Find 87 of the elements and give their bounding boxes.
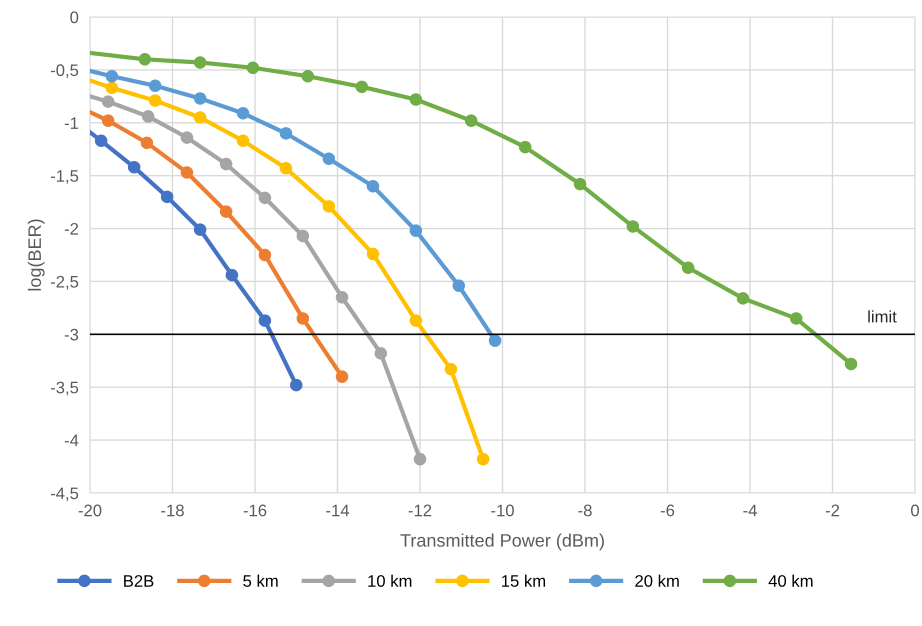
point bbox=[180, 131, 194, 144]
y-tick-label: -2 bbox=[64, 222, 78, 235]
y-tick-label: -3,5 bbox=[50, 382, 78, 396]
point bbox=[258, 192, 272, 204]
point bbox=[302, 70, 314, 82]
y-tick-label: -2,5 bbox=[50, 276, 78, 290]
y-tick-label: -1,5 bbox=[50, 170, 78, 184]
ref-line-label: limit bbox=[868, 310, 897, 323]
x-tick-label: -2 bbox=[826, 504, 840, 516]
point bbox=[236, 107, 250, 120]
point bbox=[682, 261, 694, 274]
y-tick-label: 0 bbox=[70, 11, 78, 24]
point bbox=[226, 268, 238, 282]
point bbox=[106, 82, 118, 94]
point bbox=[322, 200, 336, 213]
x-axis-title: Transmitted Power (dBm) bbox=[400, 534, 604, 550]
x-tick-label: 0 bbox=[911, 504, 919, 516]
point bbox=[258, 248, 272, 262]
point bbox=[518, 140, 532, 154]
point bbox=[488, 334, 502, 347]
x-tick-label: -12 bbox=[408, 504, 432, 516]
x-tick-label: -18 bbox=[161, 504, 184, 516]
legend-label: 15 km bbox=[502, 574, 546, 587]
point bbox=[280, 127, 292, 140]
legend-label: 5 km bbox=[243, 574, 278, 587]
point bbox=[322, 152, 336, 165]
y-tick-label: -3 bbox=[64, 328, 78, 341]
point bbox=[444, 362, 458, 376]
point bbox=[290, 378, 302, 392]
legend-label: 20 km bbox=[635, 574, 679, 587]
x-tick-label: -6 bbox=[660, 504, 674, 516]
point bbox=[414, 452, 426, 466]
legend-label: 10 km bbox=[368, 574, 412, 587]
point bbox=[410, 314, 422, 327]
x-tick-label: -20 bbox=[78, 504, 102, 516]
point bbox=[296, 312, 310, 325]
point bbox=[194, 56, 206, 69]
point bbox=[356, 80, 368, 94]
y-tick-label: -1 bbox=[64, 117, 78, 129]
point bbox=[128, 160, 140, 174]
point bbox=[160, 190, 174, 204]
point bbox=[258, 314, 272, 327]
legend-label: B2B bbox=[124, 575, 154, 587]
point bbox=[790, 312, 802, 325]
point bbox=[280, 162, 292, 175]
point bbox=[236, 134, 250, 148]
point bbox=[464, 114, 478, 127]
point bbox=[220, 205, 232, 218]
y-tick-label: -0,5 bbox=[50, 64, 78, 78]
y-tick-label: -4,5 bbox=[50, 488, 78, 502]
point bbox=[366, 180, 380, 192]
x-tick-label: -4 bbox=[743, 504, 757, 516]
point bbox=[194, 223, 206, 236]
y-axis-title: log(BER) bbox=[28, 220, 45, 290]
point bbox=[374, 347, 388, 360]
legend-label: 40 km bbox=[768, 574, 812, 587]
point bbox=[140, 136, 154, 150]
point bbox=[452, 279, 466, 292]
point bbox=[336, 291, 348, 304]
point bbox=[138, 53, 152, 66]
point bbox=[94, 134, 108, 148]
point bbox=[366, 248, 380, 260]
x-tick-label: -16 bbox=[244, 504, 266, 516]
x-tick-label: -8 bbox=[578, 504, 592, 516]
point bbox=[410, 93, 422, 106]
point bbox=[246, 62, 260, 74]
point bbox=[476, 452, 490, 466]
point bbox=[296, 230, 310, 242]
point bbox=[336, 370, 348, 383]
x-tick-label: -10 bbox=[491, 504, 514, 516]
point bbox=[736, 292, 750, 305]
point bbox=[102, 95, 114, 108]
point bbox=[102, 114, 114, 127]
point bbox=[410, 224, 422, 237]
point bbox=[106, 70, 118, 82]
point bbox=[194, 111, 206, 124]
point bbox=[148, 94, 162, 107]
point bbox=[220, 158, 232, 170]
point bbox=[626, 220, 640, 233]
point bbox=[574, 178, 586, 190]
point bbox=[148, 80, 162, 92]
point bbox=[194, 92, 206, 105]
y-tick-label: -4 bbox=[64, 434, 78, 446]
point bbox=[180, 166, 194, 179]
point bbox=[844, 358, 858, 370]
point bbox=[142, 110, 154, 123]
x-tick-label: -14 bbox=[326, 504, 350, 516]
